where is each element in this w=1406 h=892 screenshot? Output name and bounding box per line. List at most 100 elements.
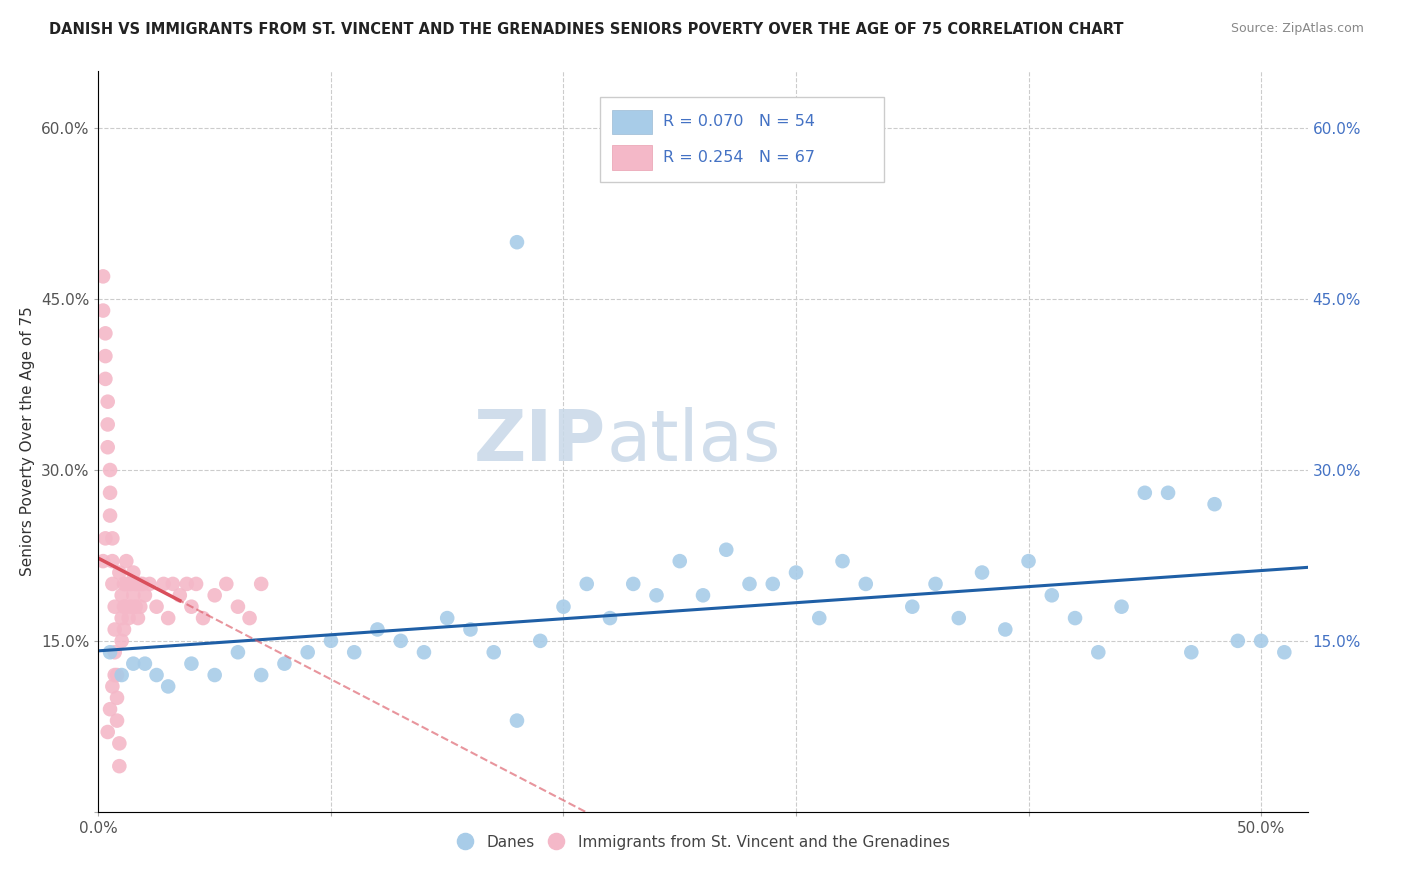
Point [1204, 497, 1226, 511]
Point [762, 577, 785, 591]
Text: R = 0.254   N = 67: R = 0.254 N = 67 [664, 150, 815, 165]
Point [112, 577, 135, 591]
Point [436, 611, 458, 625]
Point [575, 577, 598, 591]
Point [948, 611, 970, 625]
Point [122, 566, 145, 580]
Point [94, 532, 117, 546]
Point [1018, 554, 1040, 568]
Point [553, 599, 575, 614]
Point [389, 633, 412, 648]
Point [115, 599, 138, 614]
Point [98, 508, 121, 523]
Point [668, 554, 690, 568]
Bar [613, 145, 652, 169]
Text: DANISH VS IMMIGRANTS FROM ST. VINCENT AND THE GRENADINES SENIORS POVERTY OVER TH: DANISH VS IMMIGRANTS FROM ST. VINCENT AN… [49, 22, 1123, 37]
Point [97, 440, 120, 454]
Point [855, 577, 877, 591]
Point [124, 599, 146, 614]
Text: Source: ZipAtlas.com: Source: ZipAtlas.com [1230, 22, 1364, 36]
Point [104, 623, 127, 637]
Bar [613, 110, 652, 135]
Point [104, 599, 127, 614]
Point [180, 657, 202, 671]
Point [97, 417, 120, 432]
Point [94, 349, 117, 363]
Point [645, 588, 668, 602]
Point [176, 577, 198, 591]
Point [599, 611, 621, 625]
Point [105, 690, 128, 705]
Point [134, 657, 156, 671]
Point [97, 725, 120, 739]
Point [204, 588, 226, 602]
Point [738, 577, 761, 591]
Point [716, 542, 738, 557]
Point [808, 611, 831, 625]
Point [111, 668, 134, 682]
Point [1087, 645, 1109, 659]
Text: atlas: atlas [606, 407, 780, 476]
Point [115, 577, 138, 591]
Point [129, 577, 152, 591]
Point [901, 599, 924, 614]
Point [111, 588, 134, 602]
Point [112, 599, 135, 614]
Point [108, 736, 131, 750]
Point [118, 611, 141, 625]
Point [118, 577, 141, 591]
Point [506, 235, 529, 250]
Point [111, 611, 134, 625]
Point [250, 577, 273, 591]
Point [1040, 588, 1063, 602]
Point [98, 702, 121, 716]
Point [1226, 633, 1249, 648]
Point [138, 577, 160, 591]
Point [145, 668, 167, 682]
Point [215, 577, 238, 591]
Point [226, 599, 249, 614]
Point [1111, 599, 1133, 614]
Point [250, 668, 273, 682]
Text: ZIP: ZIP [474, 407, 606, 476]
Point [343, 645, 366, 659]
Point [366, 623, 388, 637]
Point [91, 269, 114, 284]
Point [273, 657, 295, 671]
Point [1272, 645, 1295, 659]
Point [108, 759, 131, 773]
Point [105, 714, 128, 728]
Y-axis label: Seniors Poverty Over the Age of 75: Seniors Poverty Over the Age of 75 [20, 307, 35, 576]
Point [101, 577, 124, 591]
Point [108, 566, 131, 580]
Point [191, 611, 214, 625]
Point [122, 588, 145, 602]
Point [131, 577, 153, 591]
Point [127, 577, 149, 591]
Point [91, 303, 114, 318]
Point [1064, 611, 1087, 625]
Point [124, 577, 146, 591]
Text: R = 0.070   N = 54: R = 0.070 N = 54 [664, 114, 815, 129]
Point [115, 554, 138, 568]
Legend: Danes, Immigrants from St. Vincent and the Grenadines: Danes, Immigrants from St. Vincent and t… [450, 828, 956, 856]
Point [98, 645, 121, 659]
Point [120, 577, 142, 591]
Point [98, 485, 121, 500]
Point [94, 326, 117, 341]
Point [127, 611, 149, 625]
Point [101, 554, 124, 568]
Point [184, 577, 207, 591]
Point [104, 668, 127, 682]
Point [413, 645, 436, 659]
Point [1250, 633, 1272, 648]
Point [97, 394, 120, 409]
FancyBboxPatch shape [600, 97, 884, 183]
Point [112, 623, 135, 637]
Point [134, 588, 156, 602]
Point [297, 645, 319, 659]
Point [105, 668, 128, 682]
Point [180, 599, 202, 614]
Point [226, 645, 249, 659]
Point [831, 554, 853, 568]
